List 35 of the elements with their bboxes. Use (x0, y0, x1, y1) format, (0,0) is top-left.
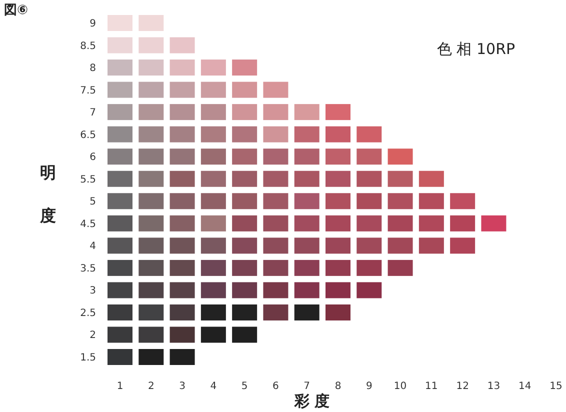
y-tick-label: 6.5 (80, 130, 96, 141)
y-tick-label: 3.5 (80, 263, 96, 274)
x-tick-label: 8 (334, 381, 342, 392)
y-tick-label: 9 (90, 18, 96, 30)
x-tick-label: 7 (304, 381, 310, 392)
y-tick-label: 2 (90, 330, 96, 342)
x-tick-label: 5 (241, 381, 248, 392)
x-tick-label: 9 (366, 381, 372, 392)
y-tick-label: 8.5 (80, 40, 96, 52)
y-tick-label: 5.5 (80, 174, 96, 186)
y-tick-label: 8 (90, 63, 96, 74)
y-tick-label: 7 (90, 108, 96, 119)
y-tick-label: 4.5 (80, 218, 96, 230)
y-tick-label: 6 (90, 152, 96, 164)
y-tick-label: 4 (90, 241, 96, 252)
x-tick-label: 11 (425, 381, 438, 392)
x-tick-label: 10 (394, 381, 407, 392)
x-tick-label: 1 (116, 381, 124, 392)
y-tick-label: 2.5 (80, 308, 96, 319)
x-tick-label: 3 (179, 381, 186, 392)
x-axis-title: 彩 度 (293, 392, 330, 410)
y-tick-label: 7.5 (80, 85, 96, 96)
x-tick-label: 4 (210, 381, 217, 392)
x-tick-label: 14 (518, 381, 532, 392)
y-tick-label: 5 (90, 196, 96, 208)
x-tick-label: 12 (456, 381, 469, 392)
x-tick-label: 13 (487, 381, 500, 392)
y-tick-label: 3 (90, 286, 96, 297)
annotation: 色 相 10RP (436, 40, 516, 58)
x-tick-label: 6 (272, 381, 279, 392)
x-tick-label: 2 (148, 381, 154, 392)
y-tick-label: 1.5 (80, 352, 96, 364)
chart-title: 図⑥ (4, 3, 28, 18)
text: 明度 (40, 163, 56, 225)
x-tick-label: 15 (550, 381, 562, 392)
